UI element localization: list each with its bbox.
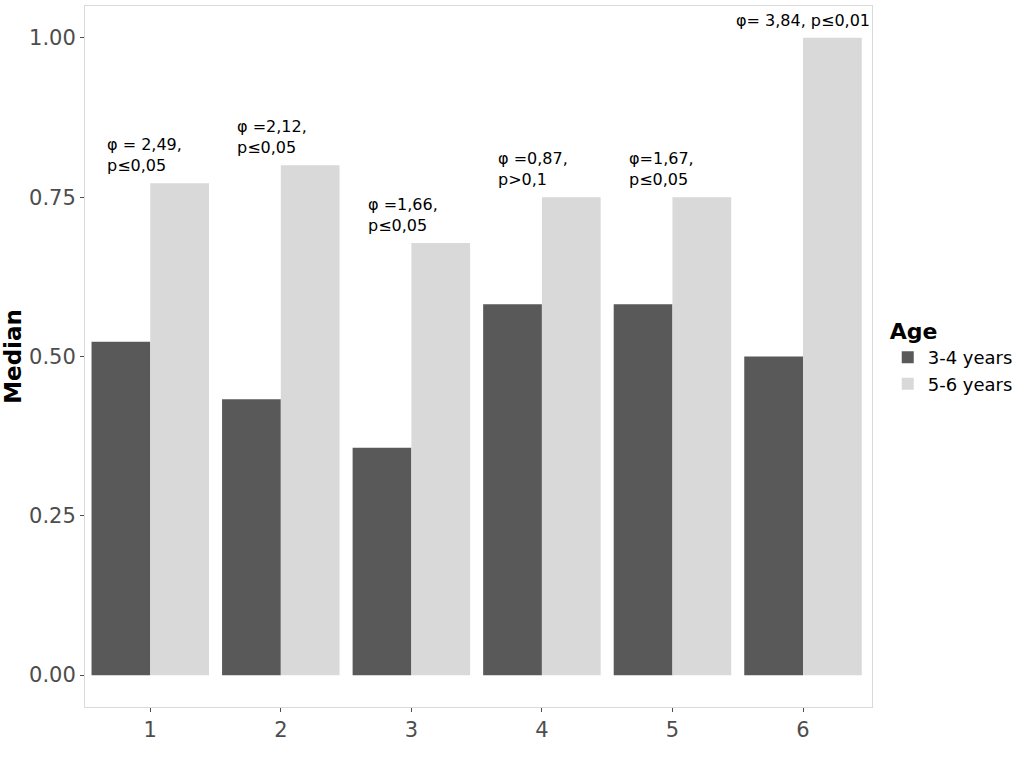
- svg-text:0.50: 0.50: [29, 345, 76, 369]
- svg-text:6: 6: [796, 718, 809, 742]
- svg-text:4: 4: [535, 718, 548, 742]
- svg-text:1.00: 1.00: [29, 26, 76, 50]
- svg-text:φ= 3,84, p≤0,01: φ= 3,84, p≤0,01: [736, 11, 870, 30]
- svg-text:5: 5: [666, 718, 679, 742]
- svg-text:3: 3: [405, 718, 418, 742]
- svg-text:φ =0,87,p>0,1: φ =0,87,p>0,1: [498, 149, 568, 189]
- svg-text:0.00: 0.00: [29, 663, 76, 687]
- svg-text:Median: Median: [0, 309, 26, 404]
- svg-text:0.25: 0.25: [29, 504, 76, 528]
- svg-text:0.75: 0.75: [29, 186, 76, 210]
- svg-text:φ =1,66,p≤0,05: φ =1,66,p≤0,05: [368, 195, 438, 235]
- svg-text:1: 1: [144, 718, 157, 742]
- svg-text:φ =2,12,p≤0,05: φ =2,12,p≤0,05: [237, 117, 307, 157]
- svg-text:φ=1,67,p≤0,05: φ=1,67,p≤0,05: [629, 149, 694, 189]
- svg-text:5-6 years: 5-6 years: [928, 374, 1013, 395]
- svg-text:φ = 2,49,p≤0,05: φ = 2,49,p≤0,05: [107, 135, 182, 175]
- svg-text:2: 2: [274, 718, 287, 742]
- svg-text:Age: Age: [890, 319, 938, 344]
- svg-text:3-4 years: 3-4 years: [928, 347, 1013, 368]
